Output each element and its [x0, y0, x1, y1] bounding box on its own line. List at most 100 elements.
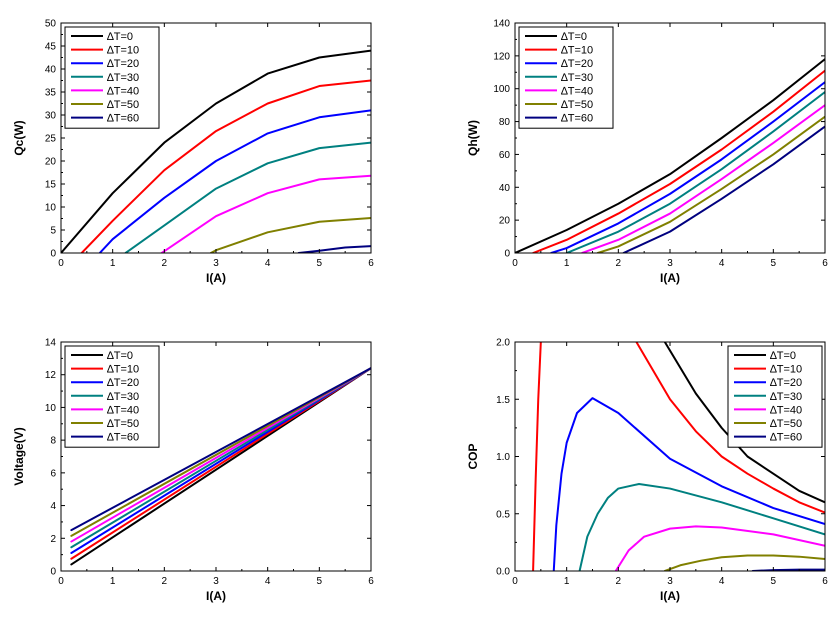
cop-y-tick-label: 0.5: [496, 509, 510, 520]
qc-x-tick-label: 3: [213, 258, 219, 269]
cop-y-tick-label: 0.0: [496, 567, 510, 578]
cop-series-line-1: [635, 342, 825, 514]
qh-legend-label-0: ∆T=0: [561, 31, 587, 43]
qh-series-group: [515, 58, 825, 253]
qh-y-tick-label: 140: [493, 19, 510, 30]
voltage-y-tick-label: 0: [50, 567, 56, 578]
cop-series-line-1: [532, 342, 542, 571]
qh-series-line-0: [515, 58, 825, 253]
voltage-series-group: [70, 367, 371, 566]
cop-legend-label-2: ∆T=20: [770, 377, 802, 389]
qh-series-line-1: [532, 69, 825, 253]
cop-series-line-4: [614, 525, 825, 571]
qc-x-tick-label: 4: [265, 258, 271, 269]
qc-legend-label-5: ∆T=50: [107, 99, 139, 111]
qc-x-axis-title: I(A): [206, 271, 226, 285]
voltage-y-axis-title: Voltage(V): [12, 427, 26, 485]
voltage-legend-label-3: ∆T=30: [107, 391, 139, 403]
cop-x-tick-label: 6: [822, 576, 828, 587]
cop-x-tick-label: 4: [719, 576, 725, 587]
qh-legend-label-2: ∆T=20: [561, 58, 593, 70]
qh-x-tick-label: 4: [719, 258, 725, 269]
qc-y-tick-label: 50: [45, 19, 57, 30]
qh-series-line-3: [565, 91, 825, 253]
cop-series-line-5: [663, 554, 825, 571]
qh-x-tick-label: 1: [564, 258, 570, 269]
cop-series-group: [532, 342, 825, 571]
qh-legend-label-5: ∆T=50: [561, 99, 593, 111]
cop-legend-label-6: ∆T=60: [770, 432, 802, 444]
voltage-y-tick-label: 12: [45, 370, 57, 381]
cop-x-tick-label: 3: [667, 576, 673, 587]
cop-x-tick-label: 5: [771, 576, 777, 587]
qh-y-tick-label: 0: [504, 249, 510, 260]
qh-y-tick-label: 100: [493, 84, 510, 95]
qh-y-tick-label: 80: [499, 117, 511, 128]
voltage-y-tick-label: 4: [50, 501, 56, 512]
cop-series-line-0: [663, 342, 825, 504]
voltage-chart: 0 1 2 3 4 5 602468101214I(A)Voltage(V)∆T=0∆T=1…: [12, 338, 374, 604]
cop-legend-label-4: ∆T=40: [770, 404, 802, 416]
qc-x-tick-label: 5: [317, 258, 323, 269]
qc-legend-label-2: ∆T=20: [107, 58, 139, 70]
qc-y-axis-title: Qc(W): [12, 120, 26, 155]
voltage-x-tick-label: 6: [368, 576, 374, 587]
qc-series-line-4: [160, 174, 371, 253]
voltage-x-tick-label: 1: [110, 576, 116, 587]
qc-y-tick-label: 20: [45, 157, 57, 168]
voltage-legend-label-0: ∆T=0: [107, 350, 133, 362]
qc-x-tick-label: 1: [110, 258, 116, 269]
qc-y-tick-label: 0: [50, 249, 56, 260]
voltage-y-tick-label: 6: [50, 468, 56, 479]
qc-legend-label-1: ∆T=10: [107, 45, 139, 57]
qh-y-tick-label: 20: [499, 216, 511, 227]
qh-series-line-2: [550, 81, 825, 253]
qc-y-tick-label: 30: [45, 111, 57, 122]
qc-x-tick-label: 6: [368, 258, 374, 269]
qc-x-tick-label: 0: [58, 258, 64, 269]
qh-legend-label-4: ∆T=40: [561, 85, 593, 97]
qc-chart: 0 1 2 3 4 5 605101520253035404550I(A)Qc(W)∆T=0…: [12, 19, 374, 286]
cop-x-axis-title: I(A): [660, 589, 680, 603]
qc-series-line-5: [209, 217, 371, 253]
cop-legend-label-0: ∆T=0: [770, 350, 796, 362]
voltage-x-tick-label: 4: [265, 576, 271, 587]
qh-legend-label-6: ∆T=60: [561, 113, 593, 125]
qh-legend-label-3: ∆T=30: [561, 72, 593, 84]
qh-x-axis-title: I(A): [660, 271, 680, 285]
voltage-x-tick-label: 0: [58, 576, 64, 587]
qc-y-tick-label: 10: [45, 203, 57, 214]
voltage-x-axis-title: I(A): [206, 589, 226, 603]
voltage-legend-label-2: ∆T=20: [107, 377, 139, 389]
qh-y-tick-label: 120: [493, 51, 510, 62]
cop-series-line-2: [552, 397, 825, 571]
qh-y-tick-label: 40: [499, 183, 511, 194]
cop-legend-label-1: ∆T=10: [770, 364, 802, 376]
qc-series-line-6: [297, 245, 371, 253]
qc-series-line-2: [98, 109, 371, 253]
qh-chart: 0 1 2 3 4 5 6020406080100120140I(A)Qh(W)∆T=0∆T…: [466, 19, 828, 286]
qc-y-tick-label: 15: [45, 180, 57, 191]
voltage-x-tick-label: 3: [213, 576, 219, 587]
voltage-x-tick-label: 5: [317, 576, 323, 587]
voltage-legend-label-1: ∆T=10: [107, 364, 139, 376]
qc-legend-label-6: ∆T=60: [107, 113, 139, 125]
voltage-x-tick-label: 2: [162, 576, 168, 587]
voltage-legend-label-5: ∆T=50: [107, 418, 139, 430]
cop-x-tick-label: 0: [512, 576, 518, 587]
qh-x-tick-label: 5: [771, 258, 777, 269]
qc-series-line-3: [124, 141, 371, 253]
voltage-y-tick-label: 14: [45, 338, 57, 349]
cop-y-tick-label: 1.0: [496, 452, 510, 463]
cop-y-tick-label: 1.5: [496, 395, 510, 406]
qh-x-tick-label: 2: [616, 258, 622, 269]
voltage-y-tick-label: 2: [50, 534, 56, 545]
voltage-legend-label-4: ∆T=40: [107, 404, 139, 416]
qc-legend-label-0: ∆T=0: [107, 31, 133, 43]
qc-legend-label-3: ∆T=30: [107, 72, 139, 84]
cop-y-axis-title: COP: [466, 443, 480, 469]
voltage-legend-label-6: ∆T=60: [107, 432, 139, 444]
qc-series-line-0: [61, 49, 371, 253]
qh-y-axis-title: Qh(W): [466, 120, 480, 156]
